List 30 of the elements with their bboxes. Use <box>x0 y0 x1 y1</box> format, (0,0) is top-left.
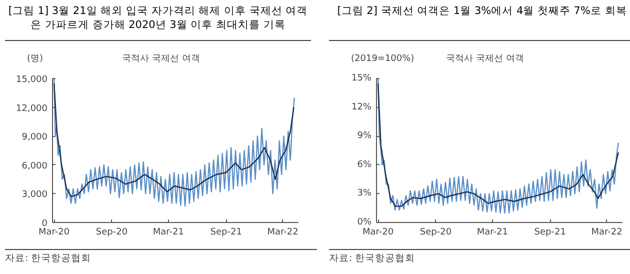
y-tick-label: 9,000 <box>22 132 48 143</box>
x-tick-label: Sep-21 <box>534 228 566 238</box>
x-tick-label: Mar-21 <box>476 228 508 238</box>
y-tick-label: 0 <box>42 219 48 229</box>
x-tick-label: Sep-20 <box>96 228 128 238</box>
y-tick-label: 6% <box>357 160 372 170</box>
y-tick-label: 0% <box>357 218 372 228</box>
y-tick-label: 3% <box>357 188 372 199</box>
y-tick-label: 15,000 <box>16 75 48 85</box>
x-tick-label: Mar-22 <box>267 228 298 238</box>
x-tick-label: Mar-22 <box>591 228 622 238</box>
x-tick-label: Mar-21 <box>152 228 184 238</box>
text: 자료: 한국항공협회 <box>5 252 92 266</box>
y-axis-title: (2019=100%) <box>351 53 414 66</box>
y-tick-label: 9% <box>357 131 372 142</box>
chart-subtitle: 국적사 국제선 여객 <box>446 54 524 64</box>
text: 자료: 한국항공협회 <box>329 252 416 266</box>
x-tick-label: Sep-21 <box>210 228 242 238</box>
x-tick-label: Mar-20 <box>38 228 70 238</box>
chart-subtitle: 국적사 국제선 여객 <box>122 54 200 64</box>
y-tick-label: 3,000 <box>22 190 48 200</box>
y-axis-title: (명) <box>27 53 44 66</box>
y-tick-label: 15% <box>351 74 372 84</box>
chart-title: [그림 1] 3월 21일 해외 입국 자가격리 해제 이후 국제선 여객은 가파르게 증가해 2020년 3월 이후 최대치를 기록 <box>7 5 309 32</box>
x-tick-label: Mar-20 <box>362 228 394 238</box>
x-tick-label: Sep-20 <box>420 228 452 238</box>
y-tick-label: 6,000 <box>22 161 48 172</box>
y-tick-label: 12% <box>351 102 372 112</box>
y-tick-label: 12,000 <box>16 104 48 114</box>
chart-title: [그림 2] 국제선 여객은 1월 3%에서 4월 첫째주 7%로 회복 <box>337 5 627 19</box>
